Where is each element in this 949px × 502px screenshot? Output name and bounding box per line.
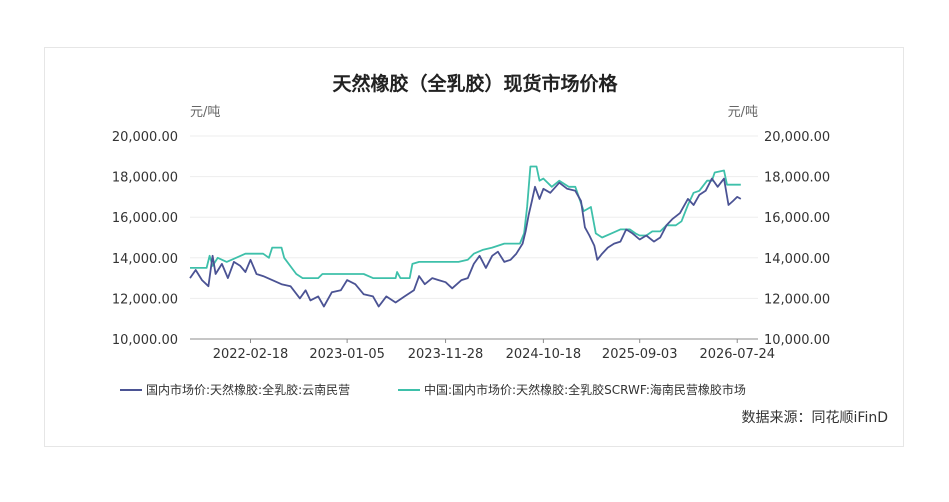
y-tick-label-left: 12,000.00: [112, 292, 178, 307]
series-line-hainan: [190, 165, 741, 280]
y-tick-label-right: 14,000.00: [764, 252, 830, 267]
y-tick-label-right: 20,000.00: [764, 130, 830, 145]
legend-label-hainan[interactable]: 中国:国内市场价:天然橡胶:全乳胶SCRWF:海南民营橡胶市场: [424, 382, 746, 397]
grid-lines: [190, 135, 758, 340]
series-line-yunnan: [189, 177, 742, 308]
x-tick-label: 2023-01-05: [309, 347, 385, 362]
chart-canvas: 天然橡胶（全乳胶）现货市场价格 元/吨 元/吨 20,000.00 18,000.…: [112, 72, 888, 426]
y-tick-label-right: 16,000.00: [764, 211, 830, 226]
x-tick-label: 2024-10-18: [506, 347, 582, 362]
chart-frame: 天然橡胶（全乳胶）现货市场价格 元/吨 元/吨 20,000.00 18,000.…: [44, 47, 904, 447]
y-tick-label-right: 10,000.00: [764, 333, 830, 348]
series-lines: [189, 165, 742, 308]
y-axis-right-ticks: 20,000.00 18,000.00 16,000.00 14,000.00 12,0…: [764, 130, 830, 348]
y-tick-label-left: 16,000.00: [112, 211, 178, 226]
x-axis-ticks: 2022-02-18 2023-01-05 2023-11-28 2024-10-18…: [213, 339, 775, 362]
y-tick-label-left: 10,000.00: [112, 333, 178, 348]
x-tick-label: 2023-11-28: [408, 347, 484, 362]
y-tick-label-left: 18,000.00: [112, 171, 178, 186]
y-axis-unit-right: 元/吨: [728, 105, 758, 120]
legend: 国内市场价:天然橡胶:全乳胶:云南民营 中国:国内市场价:天然橡胶:全乳胶SCR…: [120, 382, 746, 397]
y-tick-label-right: 12,000.00: [764, 292, 830, 307]
data-source: 数据来源：同花顺iFinD: [742, 410, 888, 426]
y-tick-label-right: 18,000.00: [764, 171, 830, 186]
y-tick-label-left: 14,000.00: [112, 252, 178, 267]
chart-title: 天然橡胶（全乳胶）现货市场价格: [332, 72, 618, 95]
legend-label-yunnan[interactable]: 国内市场价:天然橡胶:全乳胶:云南民营: [146, 382, 350, 397]
x-tick-label: 2025-09-03: [602, 347, 678, 362]
y-tick-label-left: 20,000.00: [112, 130, 178, 145]
x-tick-label: 2026-07-24: [699, 347, 775, 362]
y-axis-unit-left: 元/吨: [190, 105, 220, 120]
y-axis-left-ticks: 20,000.00 18,000.00 16,000.00 14,000.00 12,0…: [112, 130, 178, 348]
x-tick-label: 2022-02-18: [213, 347, 289, 362]
